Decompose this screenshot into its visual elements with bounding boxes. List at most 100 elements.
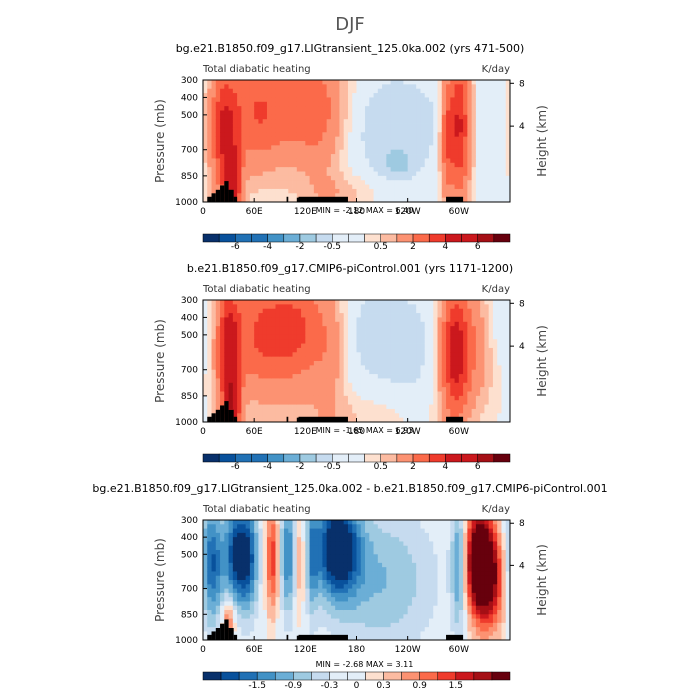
heatmap-cell (232, 554, 238, 559)
heatmap-cell (322, 605, 328, 611)
heatmap-cell (228, 300, 234, 305)
heatmap-cell (356, 308, 362, 314)
heatmap-cell (416, 317, 421, 323)
heatmap-cell (301, 114, 306, 120)
heatmap-cell (433, 97, 438, 103)
heatmap-cell (428, 308, 434, 314)
terrain-block (233, 416, 238, 422)
heatmap-cell (488, 197, 494, 203)
heatmap-cell (241, 317, 247, 323)
heatmap-cell (203, 106, 208, 111)
heatmap-cell (330, 80, 336, 85)
heatmap-cell (224, 382, 229, 388)
heatmap-cell (433, 93, 438, 98)
heatmap-cell (390, 374, 396, 379)
heatmap-cell (343, 184, 349, 190)
heatmap-cell (339, 300, 345, 305)
heatmap-cell (211, 132, 217, 138)
heatmap-cell (501, 141, 507, 146)
heatmap-cell (411, 313, 417, 318)
heatmap-cell (399, 408, 404, 414)
heatmap-cell (373, 313, 379, 318)
heatmap-cell (224, 545, 229, 551)
heatmap-cell (480, 347, 485, 353)
heatmap-cell (454, 304, 460, 310)
heatmap-cell (266, 580, 272, 585)
heatmap-cell (377, 300, 383, 305)
heatmap-cell (484, 326, 490, 331)
heatmap-cell (292, 361, 298, 366)
heatmap-cell (416, 326, 421, 331)
heatmap-cell (454, 313, 460, 318)
heatmap-cell (492, 197, 498, 203)
heatmap-cell (343, 101, 349, 107)
heatmap-cell (369, 330, 374, 336)
heatmap-cell (330, 188, 336, 194)
heatmap-cell (416, 321, 421, 327)
heatmap-cell (224, 88, 229, 94)
heatmap-cell (497, 317, 502, 323)
heatmap-cell (505, 80, 511, 85)
heatmap-cell (467, 300, 473, 305)
heatmap-cell (262, 175, 268, 181)
heatmap-cell (203, 308, 208, 314)
heatmap-cell (339, 93, 345, 98)
heatmap-cell (301, 571, 306, 577)
heatmap-cell (433, 313, 438, 318)
heatmap-cell (475, 180, 481, 185)
heatmap-cell (203, 193, 208, 199)
heatmap-cell (292, 618, 298, 624)
heatmap-cell (207, 136, 212, 142)
heatmap-cell (505, 114, 511, 120)
heatmap-cell (454, 149, 460, 155)
heatmap-cell (271, 378, 276, 384)
heatmap-cell (241, 114, 247, 120)
heatmap-cell (207, 524, 212, 529)
heatmap-cell (480, 97, 485, 103)
heatmap-cell (377, 171, 383, 177)
heatmap-cell (284, 347, 289, 353)
heatmap-cell (258, 313, 264, 318)
heatmap-cell (254, 167, 259, 172)
heatmap-cell (484, 136, 490, 142)
heatmap-cell (420, 149, 426, 155)
heatmap-cell (488, 93, 494, 98)
heatmap-cell (428, 154, 434, 159)
heatmap-cell (458, 321, 464, 327)
heatmap-cell (232, 352, 238, 358)
heatmap-cell (309, 395, 315, 401)
heatmap-cell (266, 562, 272, 568)
heatmap-cell (492, 300, 498, 305)
heatmap-cell (352, 404, 357, 410)
heatmap-cell (394, 184, 400, 190)
heatmap-cell (249, 188, 255, 194)
heatmap-cell (220, 541, 225, 547)
heatmap-cell (228, 80, 234, 85)
heatmap-cell (347, 80, 353, 85)
heatmap-cell (403, 114, 409, 120)
heatmap-cell (480, 417, 485, 423)
heatmap-cell (505, 188, 511, 194)
heatmap-cell (484, 361, 490, 366)
heatmap-cell (326, 308, 332, 314)
heatmap-cell (347, 110, 353, 116)
heatmap-cell (224, 321, 229, 327)
heatmap-cell (326, 141, 332, 146)
heatmap-cell (220, 352, 225, 358)
heatmap-cell (249, 84, 255, 90)
heatmap-cell (446, 391, 451, 397)
heatmap-cell (360, 304, 366, 310)
heatmap-cell (211, 88, 217, 94)
heatmap-cell (211, 352, 217, 358)
heatmap-cell (322, 558, 328, 564)
heatmap-cell (241, 326, 247, 331)
heatmap-cell (343, 300, 349, 305)
heatmap-cell (309, 571, 315, 577)
heatmap-cell (492, 369, 498, 375)
heatmap-cell (258, 188, 264, 194)
heatmap-cell (433, 352, 438, 358)
heatmap-cell (373, 413, 379, 419)
heatmap-cell (497, 180, 502, 185)
heatmap-cell (356, 330, 362, 336)
heatmap-cell (232, 300, 238, 305)
